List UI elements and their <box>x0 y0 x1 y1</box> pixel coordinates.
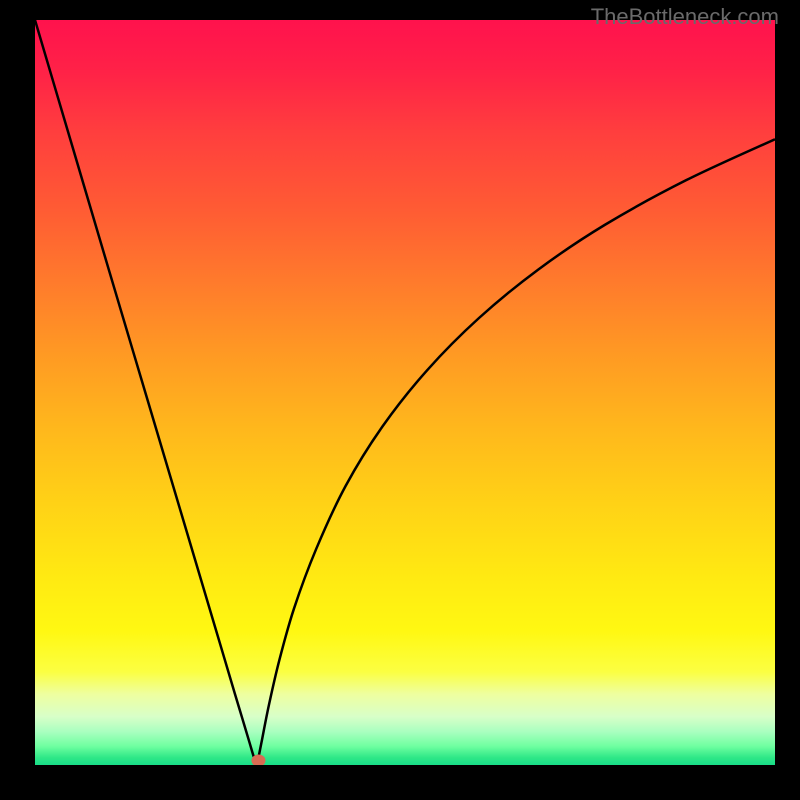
chart-svg <box>35 20 775 765</box>
chart-container: TheBottleneck.com <box>0 0 800 800</box>
watermark-text: TheBottleneck.com <box>591 4 779 30</box>
plot-area <box>35 20 775 765</box>
